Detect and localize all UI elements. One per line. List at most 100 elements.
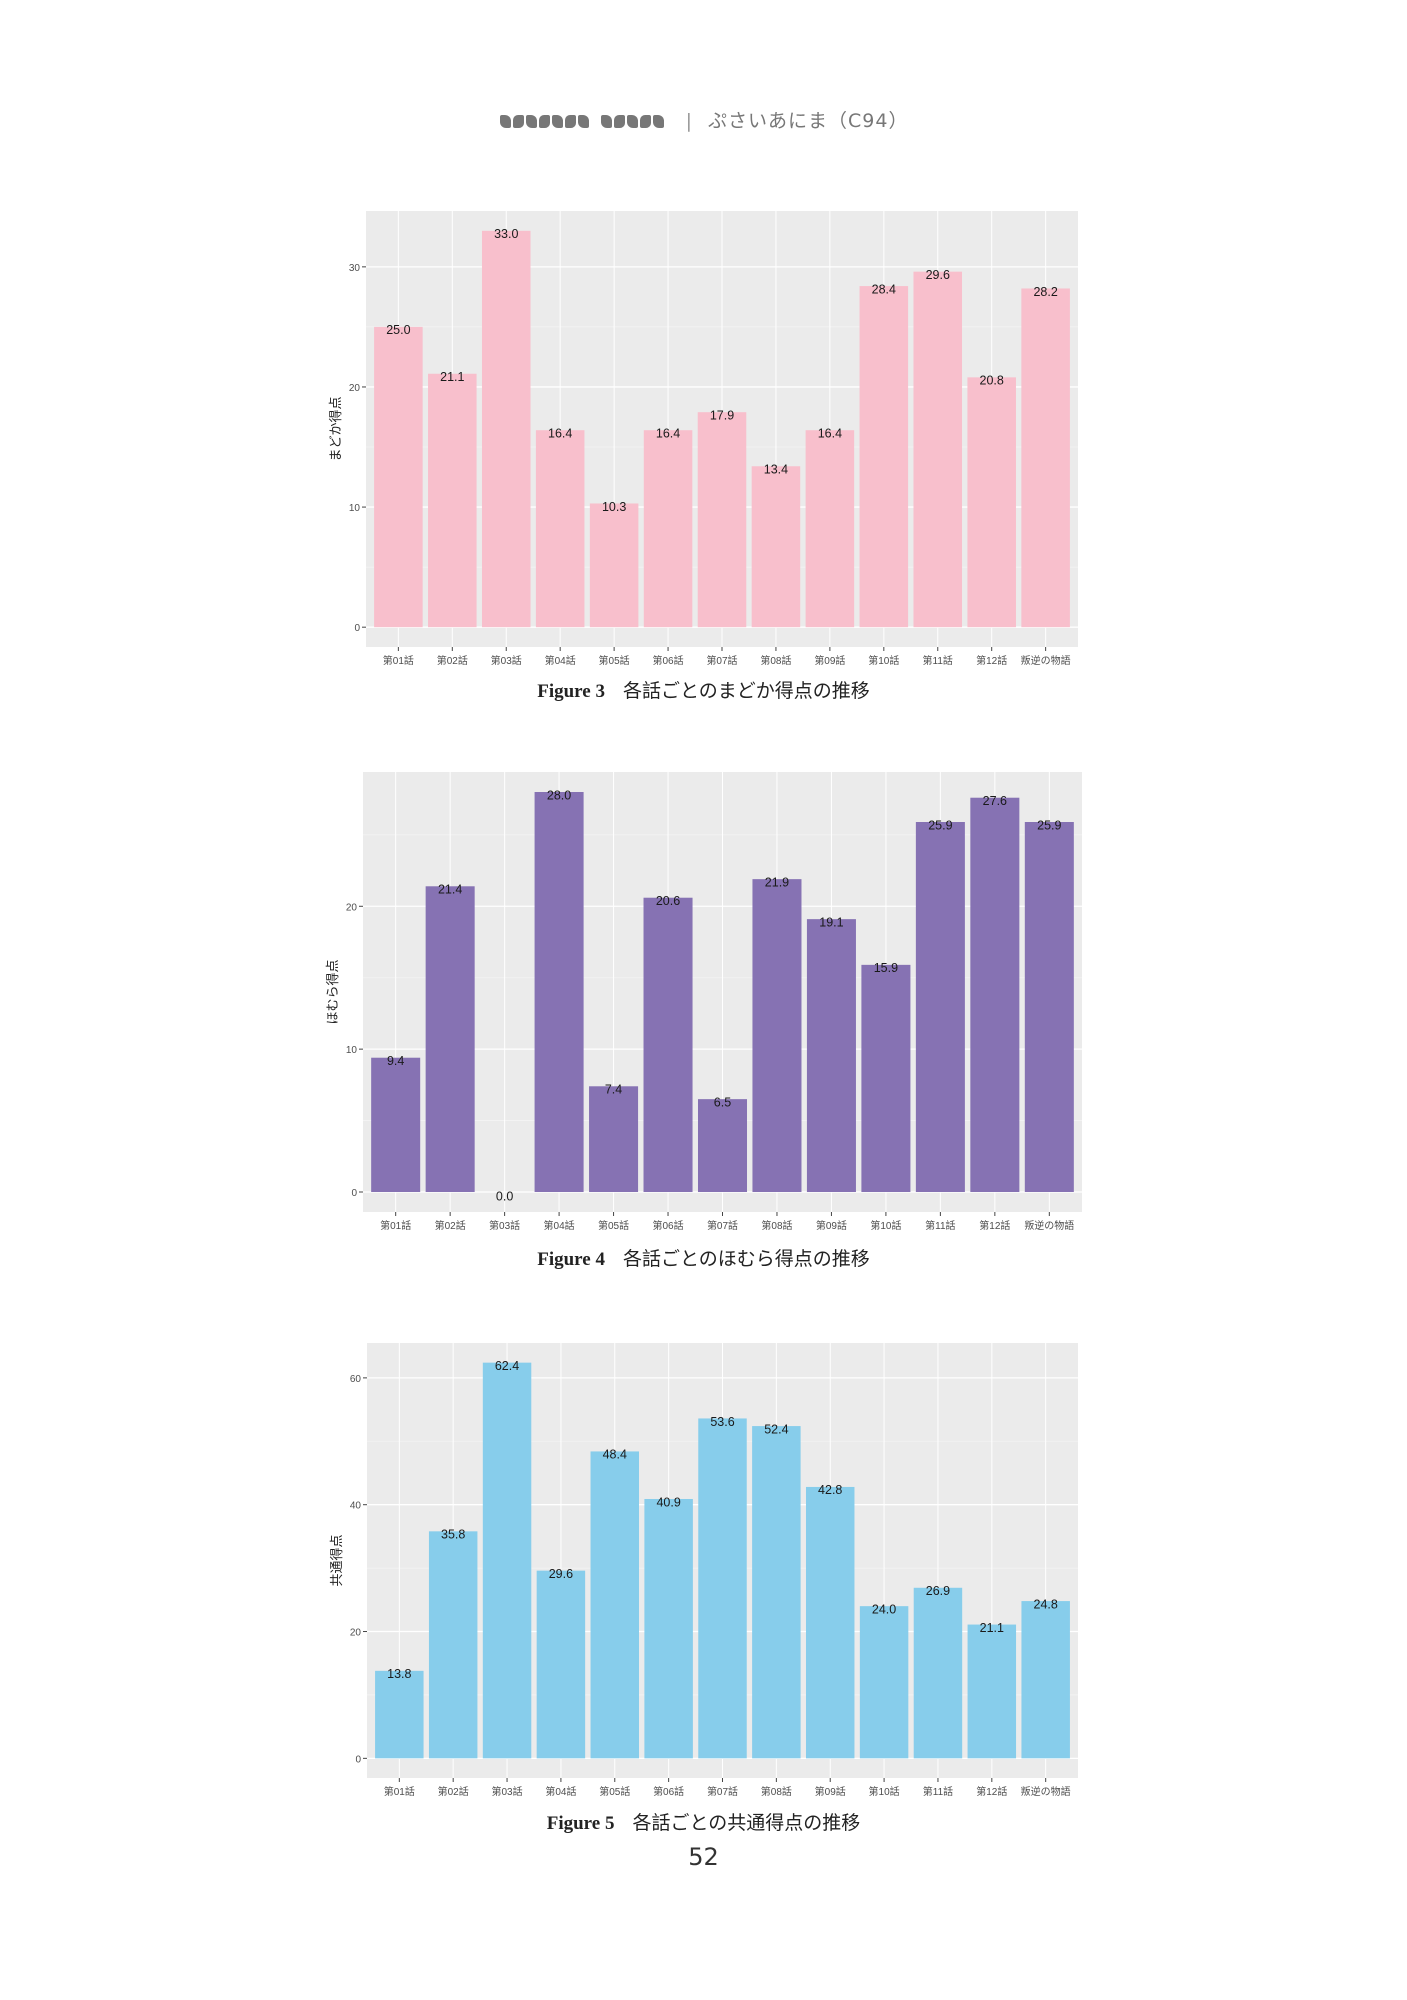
data-label: 28.0 [547, 788, 571, 802]
caption-label: Figure 3 [537, 681, 605, 702]
bar-3 [481, 230, 531, 628]
bar-7 [698, 1418, 747, 1759]
y-tick-label: 0 [354, 623, 360, 634]
bar-2 [428, 373, 477, 628]
data-label: 21.9 [765, 875, 789, 889]
data-label: 15.9 [874, 961, 898, 975]
bar-4 [534, 792, 584, 1192]
data-label: 10.3 [602, 500, 626, 514]
chart-madoka-score: 0 10 20 30 25.0 第01話 21.1 第02話 33.0 第03話 16.4 第04話 1… [328, 211, 1078, 667]
x-tick-label: 第08話 [761, 1785, 792, 1798]
data-label: 48.4 [603, 1448, 627, 1462]
caption-label: Figure 5 [546, 1813, 615, 1834]
figure-5-caption: Figure 5 各話ごとの共通得点の推移 [0, 1808, 1407, 1835]
bar-10 [861, 964, 911, 1192]
x-tick-label: 第03話 [489, 1219, 520, 1232]
x-tick-label: 第03話 [491, 1785, 522, 1798]
bar-8 [752, 1426, 801, 1759]
bar-9 [805, 430, 855, 628]
x-tick-label: 第10話 [870, 1219, 901, 1232]
header-separator: | [685, 110, 693, 132]
data-label: 24.0 [872, 1602, 896, 1616]
x-tick-label: 第03話 [491, 654, 522, 667]
chart-common-score: 0 20 40 60 13.8 第01話 35.8 第02話 62.4 第03話 29.6 第04話 4… [329, 1343, 1078, 1798]
x-tick-label: 第01話 [380, 1219, 411, 1232]
x-tick-label: 第05話 [599, 1785, 630, 1798]
data-label: 6.5 [714, 1095, 731, 1109]
data-label: 16.4 [548, 426, 572, 440]
data-label: 20.8 [980, 374, 1004, 388]
x-tick-label: 第11話 [923, 1785, 953, 1798]
caption-label: Figure 4 [537, 1249, 605, 1270]
bar-10 [859, 1606, 909, 1759]
x-tick-label: 第02話 [437, 654, 468, 667]
figure-4-caption: Figure 4 各話ごとのほむら得点の推移 [0, 1244, 1407, 1271]
x-tick-label: 第11話 [925, 1219, 955, 1232]
caption-text: 各話ごとの共通得点の推移 [632, 1812, 861, 1834]
data-label: 21.1 [440, 370, 464, 384]
x-tick-label: 第09話 [816, 1219, 847, 1232]
x-tick-label: 第04話 [545, 1785, 576, 1798]
chart-homura-score: 0 10 20 9.4 第01話 21.4 第02話 0.0 第03話 28.0 第04話 7.4 第0… [325, 772, 1082, 1232]
bar-5 [589, 503, 639, 628]
bar-6 [643, 430, 693, 628]
data-label: 7.4 [605, 1083, 622, 1097]
bar-6 [643, 897, 693, 1192]
bar-12 [970, 797, 1020, 1192]
x-tick-label: 第06話 [653, 1785, 684, 1798]
y-tick-label: 0 [355, 1754, 361, 1765]
y-tick-label: 30 [349, 263, 361, 274]
y-tick-label: 20 [349, 383, 361, 394]
bar-8 [751, 466, 801, 628]
x-tick-label: 叛逆の物語 [1021, 654, 1071, 667]
bar-6 [644, 1498, 693, 1759]
x-tick-label: 第08話 [760, 654, 791, 667]
data-label: 24.8 [1034, 1597, 1058, 1611]
x-tick-label: 第12話 [976, 1785, 1007, 1798]
bar-10 [859, 286, 909, 628]
data-label: 9.4 [387, 1054, 404, 1068]
data-label: 17.9 [710, 408, 734, 422]
bar-4 [536, 1570, 586, 1759]
y-tick-label: 10 [349, 503, 361, 514]
bar-9 [806, 919, 856, 1192]
x-tick-label: 第08話 [761, 1219, 792, 1232]
data-label: 62.4 [495, 1359, 519, 1373]
x-tick-label: 第06話 [652, 654, 683, 667]
bar-8 [752, 879, 802, 1192]
y-tick-label: 40 [350, 1501, 362, 1512]
x-tick-label: 第02話 [435, 1219, 466, 1232]
y-tick-label: 20 [350, 1628, 362, 1639]
data-label: 25.9 [928, 818, 952, 832]
x-tick-label: 第01話 [383, 654, 414, 667]
data-label: 27.6 [983, 794, 1007, 808]
caption-text: 各話ごとのほむら得点の推移 [622, 1248, 870, 1270]
x-tick-label: 第12話 [979, 1219, 1010, 1232]
bar-13 [1021, 1601, 1070, 1759]
x-tick-label: 第05話 [599, 654, 630, 667]
bar-13 [1024, 822, 1074, 1192]
y-tick-label: 60 [350, 1374, 362, 1385]
data-label: 16.4 [818, 426, 842, 440]
bar-11 [913, 1587, 963, 1759]
data-label: 0.0 [496, 1189, 513, 1203]
data-label: 28.2 [1033, 285, 1057, 299]
data-label: 29.6 [926, 268, 950, 282]
bar-2 [428, 1531, 478, 1759]
data-label: 16.4 [656, 426, 680, 440]
bar-4 [535, 430, 585, 628]
x-tick-label: 第01話 [384, 1785, 415, 1798]
x-tick-label: 第09話 [815, 1785, 846, 1798]
x-tick-label: 第02話 [438, 1785, 469, 1798]
y-tick-label: 0 [351, 1188, 357, 1199]
data-label: 19.1 [819, 915, 843, 929]
x-tick-label: 叛逆の物語 [1021, 1785, 1071, 1798]
x-tick-label: 第06話 [652, 1219, 683, 1232]
caption-text: 各話ごとのまどか得点の推移 [622, 680, 870, 702]
x-tick-label: 叛逆の物語 [1024, 1219, 1074, 1232]
bar-11 [913, 271, 963, 628]
x-tick-label: 第09話 [814, 654, 845, 667]
bar-5 [590, 1451, 640, 1759]
running-header: | ぷさいあにま（C94） [0, 106, 1407, 133]
data-label: 52.4 [764, 1422, 788, 1436]
